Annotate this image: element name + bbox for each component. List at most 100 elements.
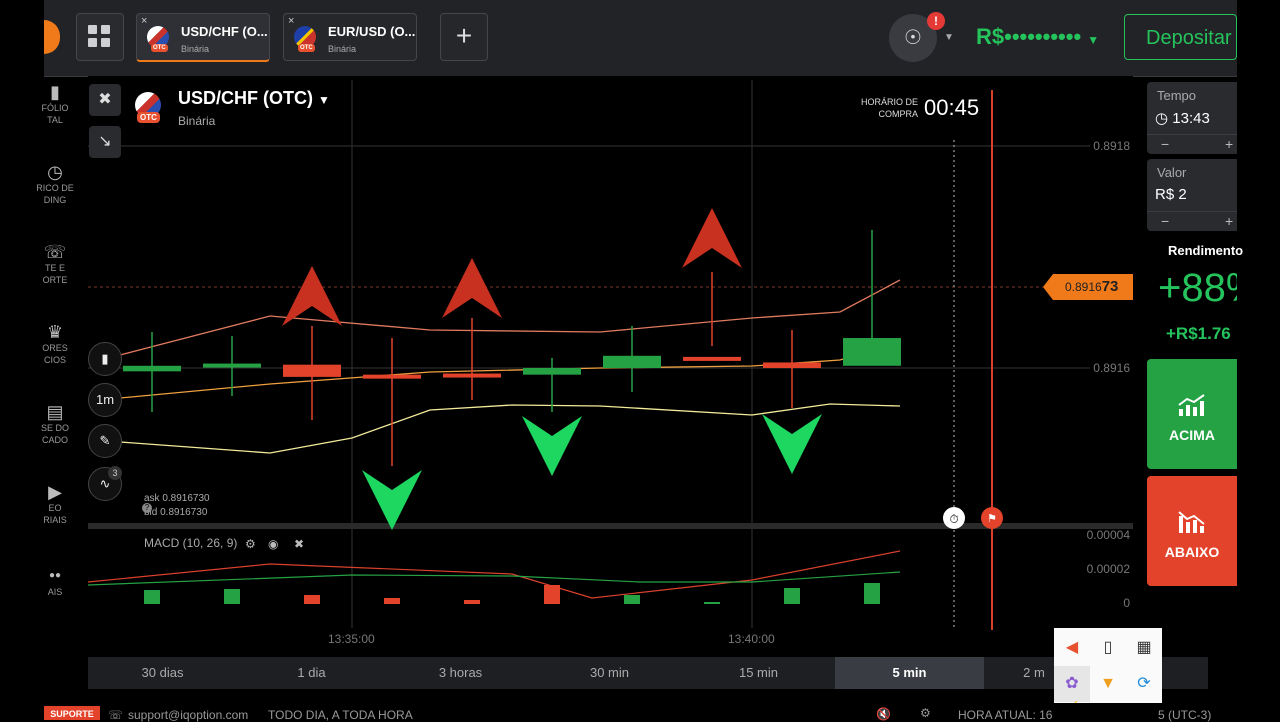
otc-badge: OTC	[137, 112, 160, 123]
support-button[interactable]: SUPORTE	[44, 706, 100, 720]
draw-tool-icon[interactable]: ✎	[88, 424, 122, 458]
alert-badge: !	[927, 12, 945, 30]
amount-minus-button[interactable]: −	[1161, 213, 1170, 229]
buy-signal-arrow	[282, 266, 342, 326]
timeframe-button[interactable]: 1m	[88, 383, 122, 417]
app-logo[interactable]	[44, 20, 60, 54]
help-icon[interactable]: ?	[142, 503, 152, 513]
amount-stepper: − +	[1147, 211, 1237, 232]
tab-usdchf[interactable]: × OTC USD/CHF (O... Binária	[136, 13, 270, 62]
trend-up-icon	[1178, 394, 1205, 416]
flag-icon	[294, 26, 316, 48]
y-tick: 0.8918	[1093, 139, 1130, 153]
tab-eurusd[interactable]: × OTC EUR/USD (O... Binária	[283, 13, 417, 61]
balance-display[interactable]: R$•••••••••• ▼	[976, 24, 1100, 49]
asset-selector[interactable]: USD/CHF (OTC) ▼	[178, 88, 330, 108]
mute-icon[interactable]: 🔇	[876, 707, 891, 721]
candle-body	[123, 365, 181, 372]
footer-bar: ☏ support@iqoption.com TODO DIA, A TODA …	[44, 703, 1237, 722]
amount-plus-button[interactable]: +	[1225, 213, 1234, 229]
timeframe-1d[interactable]: 1 dia	[297, 665, 326, 680]
settings-icon[interactable]: ⚙	[920, 706, 931, 720]
sidebar-item-portfolio[interactable]: ▮ FÓLIO TAL	[30, 82, 80, 126]
market-icon: ▤	[46, 402, 64, 422]
sell-signal-arrow	[522, 416, 582, 476]
amount-value: R$ 2	[1155, 186, 1187, 203]
timeframe-3h[interactable]: 3 horas	[438, 665, 483, 680]
flag-icon	[147, 26, 169, 48]
close-tab-icon[interactable]: ×	[141, 15, 148, 27]
sidebar-item-history[interactable]: ◷ RICO DE DING	[30, 162, 80, 206]
deposit-button[interactable]: Depositar	[1124, 14, 1237, 60]
support-hours: TODO DIA, A TODA HORA	[268, 708, 413, 722]
briefcase-icon: ▮	[50, 82, 60, 102]
timeframe-5m[interactable]: 5 min	[835, 657, 984, 689]
macd-bar	[864, 583, 880, 604]
eye-icon[interactable]: ◉	[268, 537, 279, 551]
macd-y-tick: 0.00002	[1086, 562, 1130, 576]
timeframe-30d[interactable]: 30 dias	[141, 665, 184, 680]
video-icon: ▶	[48, 482, 62, 502]
svg-text:⚑: ⚑	[987, 513, 997, 525]
app-icon[interactable]: ▦	[1136, 639, 1152, 656]
time-label: Tempo	[1157, 88, 1197, 103]
sell-signal-arrow	[362, 470, 422, 530]
timeframe-15m[interactable]: 15 min	[738, 665, 779, 680]
time-plus-button[interactable]: +	[1225, 136, 1234, 152]
otc-badge: OTC	[151, 44, 168, 52]
candle-body	[763, 362, 821, 368]
amount-label: Valor	[1157, 165, 1187, 180]
close-chart-button[interactable]: ✖	[89, 84, 121, 116]
macd-bar	[464, 600, 480, 604]
call-button[interactable]: ACIMA	[1147, 359, 1237, 469]
sidebar-item-support[interactable]: ☏ TE E ORTE	[30, 242, 80, 286]
usb-icon[interactable]: ▯	[1103, 639, 1113, 656]
time-minus-button[interactable]: −	[1161, 136, 1170, 152]
tab-title: EUR/USD (O...	[328, 24, 416, 39]
history-icon: ◷	[47, 162, 63, 182]
put-label: ABAIXO	[1164, 544, 1220, 560]
ask-price: ask 0.8916730	[144, 493, 210, 504]
grid-menu-button[interactable]	[76, 13, 124, 61]
otc-badge: OTC	[298, 44, 315, 52]
time-field[interactable]: Tempo ◷ 13:43 − +	[1147, 82, 1237, 154]
indicators-icon[interactable]: ∿	[88, 467, 122, 501]
macd-bar	[304, 595, 320, 604]
chart-type-button[interactable]: ▮	[88, 342, 122, 376]
speaker-icon[interactable]: ◀	[1065, 639, 1079, 656]
gear-icon[interactable]: ⚙	[245, 537, 256, 551]
chevron-down-icon[interactable]: ▼	[944, 32, 954, 43]
close-tab-icon[interactable]: ×	[288, 15, 295, 27]
support-email[interactable]: support@iqoption.com	[128, 708, 249, 722]
purchase-time-label: HORÁRIO DE COMPRA	[860, 97, 918, 119]
sidebar-item-more[interactable]: ●● AIS	[30, 570, 80, 598]
macd-bar	[384, 598, 400, 604]
x-tick: 13:35:00	[328, 632, 375, 646]
yield-label: Rendimento	[1168, 243, 1244, 258]
put-button[interactable]: ABAIXO	[1147, 476, 1237, 586]
close-icon[interactable]: ✖	[294, 537, 305, 551]
call-label: ACIMA	[1169, 427, 1215, 443]
trend-down-icon	[1178, 511, 1205, 533]
collapse-icon[interactable]: ↘	[89, 126, 121, 158]
sidebar-item-videos[interactable]: ▶ EO RIAIS	[30, 482, 80, 526]
support-icon: ☏	[43, 242, 67, 262]
macd-bar	[784, 588, 800, 604]
bid-price: bid 0.8916730	[144, 507, 208, 518]
feather-icon[interactable]: ✿	[1054, 666, 1090, 702]
sidebar-item-market[interactable]: ▤ SE DO CADO	[30, 402, 80, 446]
candle-body	[283, 364, 341, 377]
sync-icon[interactable]: ⟳	[1137, 675, 1151, 692]
sidebar-item-leaders[interactable]: ♛ ORES CIOS	[30, 323, 80, 366]
current-time: HORA ATUAL: 16	[958, 708, 1053, 722]
candles-group	[123, 230, 901, 466]
asset-type: Binária	[178, 114, 216, 128]
amount-field[interactable]: Valor R$ 2 − +	[1147, 159, 1237, 231]
timeframe-2m[interactable]: 2 m	[1023, 665, 1045, 680]
candle-body	[203, 363, 261, 368]
add-tab-button[interactable]: +	[440, 13, 488, 61]
timezone: 5 (UTC-3)	[1158, 708, 1212, 722]
timeframe-30m[interactable]: 30 min	[589, 665, 630, 680]
triangle-down-icon[interactable]: ▼	[1100, 675, 1116, 692]
